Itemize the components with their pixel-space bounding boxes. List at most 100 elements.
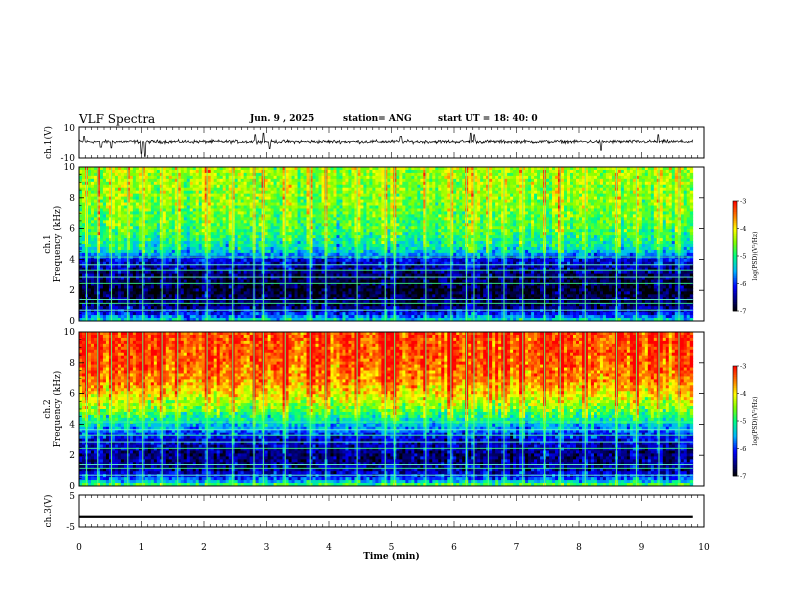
colorbar-segment [733,298,737,301]
colorbar-segment [733,435,737,438]
colorbar-segment [733,268,737,271]
y-tick-label: 8 [69,359,75,369]
colorbar-segment [733,274,737,277]
colorbar-segment [733,421,737,424]
colorbar-segment [733,296,737,299]
x-axis-label: Time (min) [363,551,420,562]
y-tick-label: 6 [69,390,75,400]
colorbar-segment [733,369,737,372]
x-tick-label: 9 [639,543,645,553]
colorbar-segment [733,446,737,449]
date-label: Jun. 9 , 2025 [250,114,314,124]
y-axis-label: ch.3(V) [43,495,54,528]
colorbar-segment [733,281,737,284]
y-tick-label: 0 [69,482,75,492]
x-tick-label: 5 [389,543,395,553]
colorbar-segment [733,463,737,466]
colorbar-tick-label: -7 [740,308,746,316]
colorbar-segment [733,384,737,387]
x-tick-label: 7 [514,543,520,553]
colorbar-segment [733,215,737,218]
colorbar-segment [733,375,737,378]
colorbar-tick-label: -6 [740,445,746,453]
station-label: station= ANG [343,114,412,124]
colorbar-segment [733,305,737,308]
y-tick-label: 2 [69,286,75,296]
colorbar-segment [733,371,737,374]
colorbar-label: log(PSD)(V²/Hz) [752,397,759,446]
colorbar-segment [733,454,737,457]
colorbar-tick-label: -4 [740,225,746,233]
colorbar-label: log(PSD)(V²/Hz) [752,232,759,281]
colorbar-segment [733,399,737,402]
y-tick-label: 5 [69,492,75,502]
colorbar-segment [733,217,737,220]
colorbar-segment [733,395,737,398]
colorbar-segment [733,426,737,429]
colorbar-segment [733,444,737,447]
colorbar-segment [733,466,737,469]
colorbar-segment [733,430,737,433]
colorbar-segment [733,202,737,205]
colorbar-segment [733,261,737,264]
colorbar-segment [733,301,737,304]
colorbar-tick-label: -7 [740,473,746,481]
colorbar-segment [733,415,737,418]
colorbar-segment [733,432,737,435]
colorbar-segment [733,465,737,468]
x-tick-label: 1 [139,543,145,553]
colorbar-segment [733,285,737,288]
colorbar-segment [733,378,737,381]
ch1-trace [78,132,694,157]
x-tick-label: 3 [264,543,270,553]
colorbar-tick-label: -6 [740,280,746,288]
y-tick-label: 10 [64,124,76,134]
colorbar-segment [733,439,737,442]
colorbar-segment [733,450,737,453]
colorbar-segment [733,283,737,286]
colorbar-segment [733,388,737,391]
y-tick-label: -10 [61,154,76,164]
ch1-waveform: 10 -10 ch.1(V) [43,124,705,164]
colorbar-segment [733,263,737,266]
colorbar-segment [733,245,737,248]
colorbar-segment [733,457,737,460]
colorbar-segment [733,206,737,209]
colorbar-segment [733,455,737,458]
ch3-trace [79,515,693,518]
y-axis-label: ch.2 [43,399,53,418]
y-axis-label: Frequency (kHz) [52,371,63,448]
colorbar-segment [733,400,737,403]
colorbar-segment [733,422,737,425]
colorbar-segment [733,307,737,310]
colorbar-segment [733,290,737,293]
colorbar-segment [733,219,737,222]
colorbar-segment [733,208,737,211]
colorbar-segment [733,248,737,251]
colorbar-segment [733,234,737,237]
colorbar-segment [733,441,737,444]
x-tick-label: 2 [201,543,207,553]
colorbar-segment [733,386,737,389]
colorbar-segment [733,232,737,235]
colorbar-segment [733,241,737,244]
colorbar-segment [733,404,737,407]
colorbar-segment [733,221,737,224]
colorbar-segment [733,428,737,431]
colorbar-segment [733,472,737,475]
colorbar-segment [733,389,737,392]
colorbar-tick-label: -3 [740,198,746,206]
colorbar-tick-label: -5 [740,253,746,261]
start-time-label: start UT = 18: 40: 0 [438,114,538,124]
colorbar-segment [733,474,737,477]
colorbar-segment [733,437,737,440]
colorbar-segment [733,212,737,215]
colorbar-segment [733,380,737,383]
x-tick-label: 0 [76,543,82,553]
y-tick-label: 8 [69,194,75,204]
colorbar-segment [733,230,737,233]
y-tick-label: 4 [69,420,75,430]
y-axis-label: ch.1(V) [43,126,54,159]
colorbar-segment [733,250,737,253]
spectrogram-cells [79,332,694,487]
